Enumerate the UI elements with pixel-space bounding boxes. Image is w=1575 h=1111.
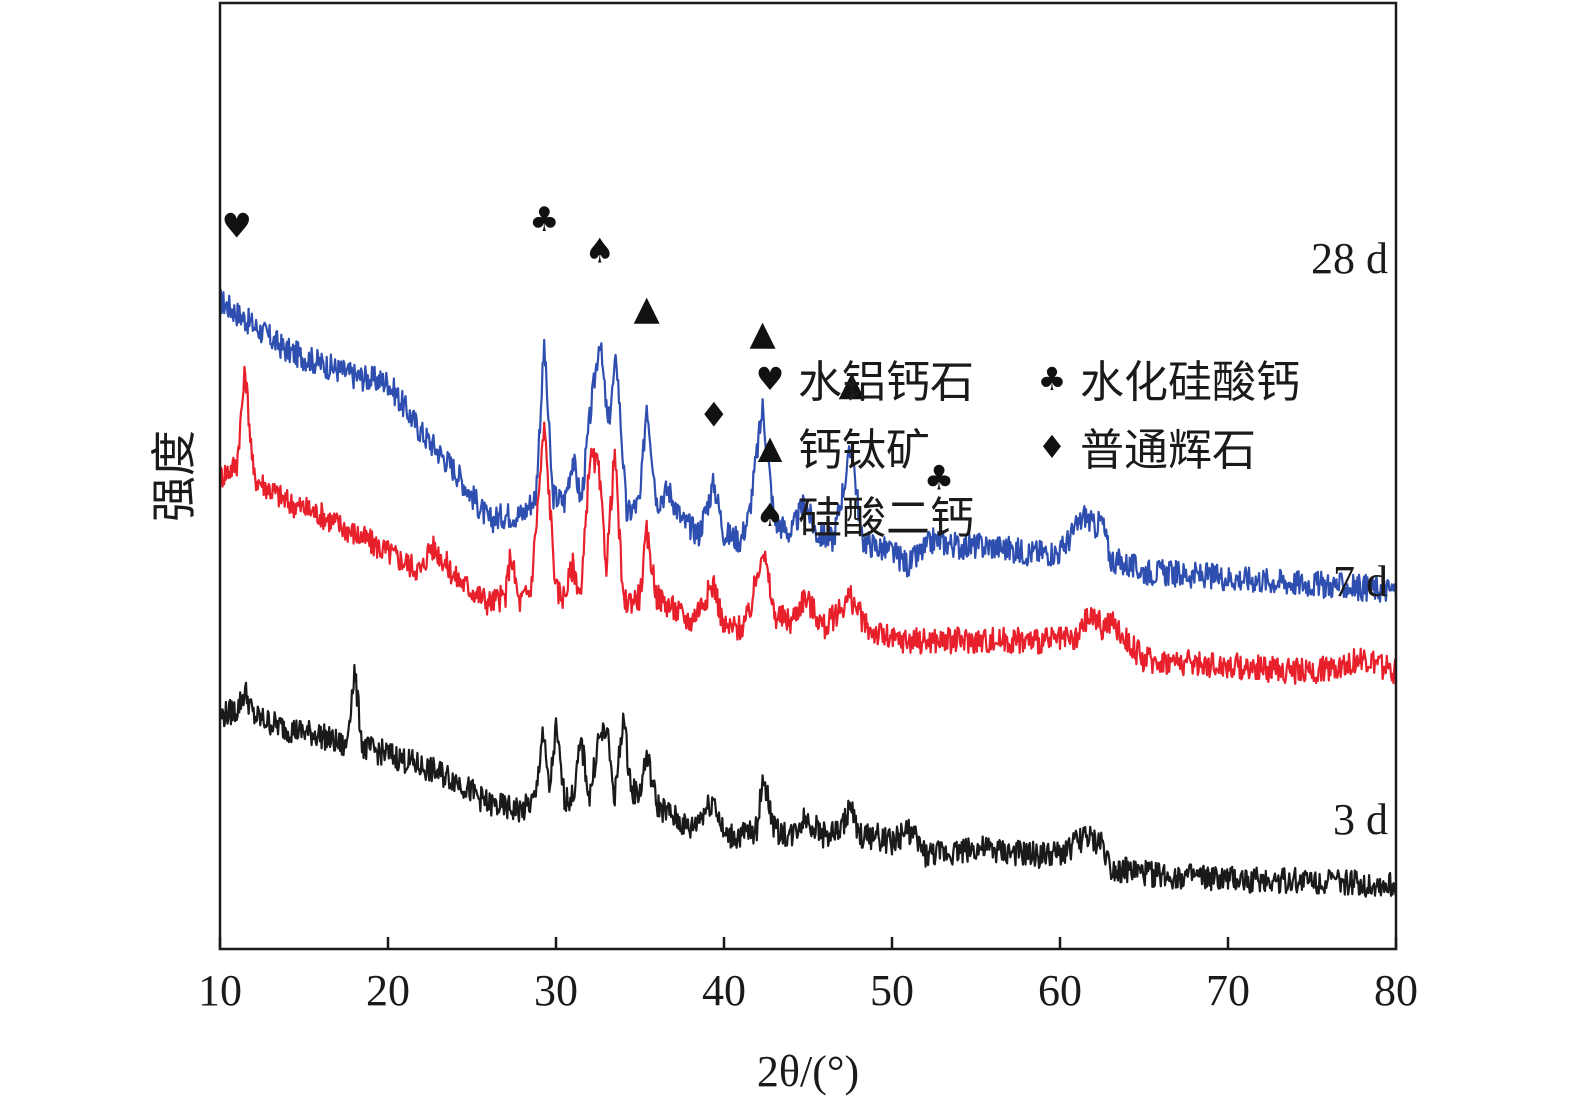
x-tick-label: 10 <box>198 966 242 1015</box>
phase-marker: ▲ <box>839 364 866 404</box>
x-tick-label: 80 <box>1374 966 1418 1015</box>
series-label: 28 d <box>1311 234 1388 283</box>
x-tick-label: 20 <box>366 966 410 1015</box>
phase-marker: ♦ <box>699 395 729 435</box>
legend-label: 水化硅酸钙 <box>1080 357 1300 408</box>
phase-marker: ♥ <box>222 206 252 246</box>
legend-label: 硅酸二钙 <box>798 493 974 544</box>
legend-label: 普通辉石 <box>1080 425 1256 476</box>
x-tick-label: 40 <box>702 966 746 1015</box>
phase-markers: ♥ ♣ ♠ ▲ ♦ ▲ ▲ ♣ <box>222 200 955 498</box>
x-axis: 10 20 30 40 50 60 70 80 <box>198 937 1418 1015</box>
phase-marker: ♣ <box>529 200 559 240</box>
series-layer <box>218 288 1398 898</box>
legend-symbol: ♥ <box>756 360 785 398</box>
x-tick-label: 30 <box>534 966 578 1015</box>
plot-frame <box>218 1 1398 951</box>
x-tick-label: 70 <box>1206 966 1250 1015</box>
x-tick-label: 60 <box>1038 966 1082 1015</box>
phase-marker: ▲ <box>634 288 661 328</box>
legend: ♥ 水铝钙石 ♣ 水化硅酸钙 ▲ 钙钛矿 ♦ 普通辉石 ♠ 硅酸二钙 <box>756 357 1300 544</box>
series-line-28d <box>219 288 1398 603</box>
legend-symbol: ♦ <box>1038 428 1067 466</box>
y-axis-label: 强度 <box>147 430 201 522</box>
phase-marker: ♣ <box>924 458 954 498</box>
legend-symbol: ♣ <box>1038 360 1067 398</box>
legend-symbol: ▲ <box>758 428 783 466</box>
series-label: 3 d <box>1333 795 1388 844</box>
series-line-7d <box>218 365 1398 685</box>
x-tick-label: 50 <box>870 966 914 1015</box>
series-line-3d <box>218 663 1398 898</box>
series-labels: 28 d 7 d 3 d <box>1311 234 1388 844</box>
phase-marker: ♠ <box>584 232 614 272</box>
legend-symbol: ♠ <box>756 496 785 534</box>
legend-label: 钙钛矿 <box>798 425 930 476</box>
series-label: 7 d <box>1333 557 1388 606</box>
x-axis-label: 2θ/(°) <box>757 1047 859 1096</box>
legend-label: 水铝钙石 <box>798 357 974 408</box>
phase-marker: ▲ <box>750 314 777 354</box>
